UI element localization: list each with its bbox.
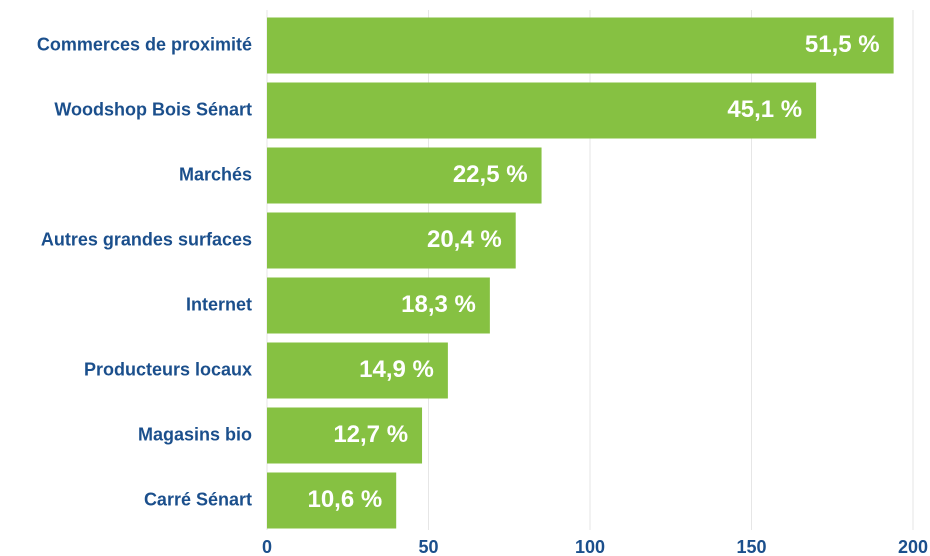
bar [267,342,448,399]
value-label: 20,4 % [427,226,502,253]
bar [267,82,817,139]
bar [267,407,423,464]
y-tick-label: Commerces de proximité [37,34,252,54]
y-tick-label: Magasins bio [138,424,252,444]
y-tick-label: Producteurs locaux [84,359,252,379]
value-label: 18,3 % [401,291,476,318]
value-label: 10,6 % [307,486,382,513]
y-tick-label: Carré Sénart [144,489,252,509]
y-tick-label: Autres grandes surfaces [41,229,252,249]
y-tick-label: Woodshop Bois Sénart [54,99,252,119]
value-label: 12,7 % [333,421,408,448]
value-label: 51,5 % [805,31,880,58]
value-label: 14,9 % [359,356,434,383]
bar [267,147,542,204]
x-tick-label: 100 [575,537,605,556]
y-tick-label: Internet [186,294,252,314]
x-tick-label: 0 [262,537,272,556]
bar [267,277,490,334]
y-tick-label: Marchés [179,164,252,184]
bar [267,17,894,74]
value-label: 22,5 % [453,161,528,188]
bar [267,472,397,529]
value-label: 45,1 % [727,96,802,123]
x-tick-label: 200 [898,537,928,556]
x-tick-label: 150 [736,537,766,556]
bar [267,212,516,269]
x-tick-label: 50 [418,537,438,556]
